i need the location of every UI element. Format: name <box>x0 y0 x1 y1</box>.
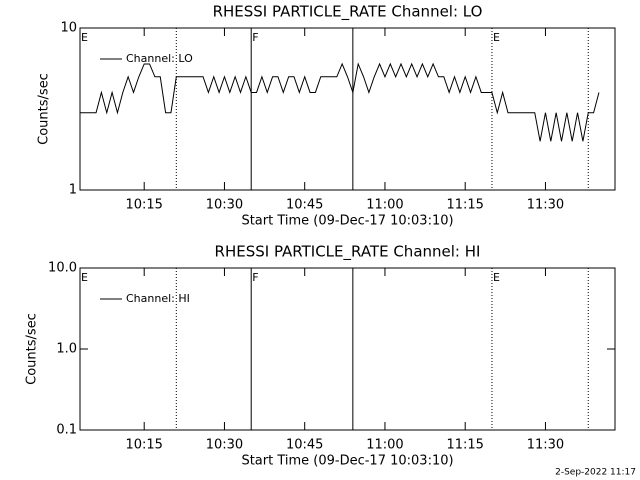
y-axis-label: Counts/sec <box>25 313 40 385</box>
x-tick-label: 11:30 <box>527 198 564 213</box>
y-tick-label: 0.1 <box>56 423 77 438</box>
legend-label: Channel: LO <box>126 52 193 65</box>
legend-label: Channel: HI <box>126 292 190 305</box>
data-line <box>80 62 600 142</box>
flag-label: E <box>493 271 500 284</box>
y-tick-label: 1 <box>69 183 77 198</box>
x-tick-label: 10:30 <box>206 438 243 453</box>
x-tick-label: 10:30 <box>206 198 243 213</box>
flag-label: F <box>252 271 258 284</box>
x-tick-label: 11:30 <box>527 438 564 453</box>
x-tick-label: 11:00 <box>366 438 403 453</box>
footer: 2-Sep-2022 11:17 <box>555 468 636 478</box>
y-tick-label: 1.0 <box>56 342 77 357</box>
x-tick-label: 11:15 <box>446 198 483 213</box>
flag-label: E <box>493 31 500 44</box>
chart-title: RHESSI PARTICLE_RATE Channel: HI <box>215 243 481 262</box>
x-tick-label: 10:45 <box>286 198 323 213</box>
y-axis-label: Counts/sec <box>37 73 52 145</box>
y-tick-label: 10.0 <box>48 261 77 276</box>
x-axis-label: Start Time (09-Dec-17 10:03:10) <box>241 214 453 229</box>
x-tick-label: 10:15 <box>125 198 162 213</box>
plot-frame <box>79 27 616 191</box>
chart-title: RHESSI PARTICLE_RATE Channel: LO <box>213 3 483 22</box>
flag-label: E <box>81 31 88 44</box>
y-tick-label: 10 <box>60 21 77 36</box>
x-tick-label: 11:00 <box>366 198 403 213</box>
flag-label: E <box>81 271 88 284</box>
x-tick-label: 11:15 <box>446 438 483 453</box>
x-axis-label: Start Time (09-Dec-17 10:03:10) <box>241 454 453 469</box>
flag-label: F <box>252 31 258 44</box>
x-tick-label: 10:45 <box>286 438 323 453</box>
x-tick-label: 10:15 <box>125 438 162 453</box>
